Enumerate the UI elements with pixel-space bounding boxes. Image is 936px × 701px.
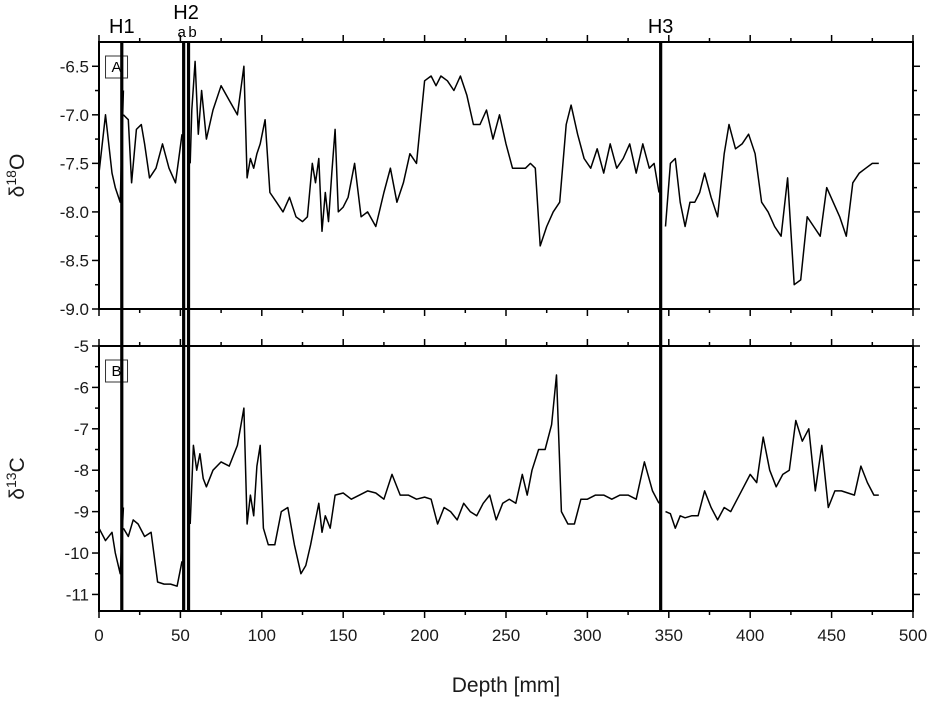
y-axis-label-a: δ18O [3,154,29,198]
x-tick-label: 100 [248,626,276,645]
y-tick-label-a: -6.5 [60,57,89,76]
x-axis-label: Depth [mm] [452,674,561,697]
series-line-b-seg0 [98,507,125,575]
hiatus-label-h2: H2 [173,2,199,24]
y-tick-label-a: -7.0 [60,106,89,125]
series-line-b-seg2 [189,374,660,575]
panel-label-b: B [112,363,122,380]
hiatus-label-h1: H1 [109,16,135,38]
y-tick-label-b: -8 [74,461,89,480]
y-tick-label-b: -11 [66,585,89,604]
x-tick-label: 200 [410,626,438,645]
y-tick-label-a: -8.5 [60,251,89,270]
series-line-b-seg1 [122,519,183,587]
plot-frame-b [98,345,914,612]
series-line-a-seg3 [664,123,879,286]
y-tick-label-a: -7.5 [60,154,89,173]
y-tick-label-b: -9 [74,503,89,522]
y-tick-label-b: -5 [74,337,89,356]
hiatus-sublabel-a: a [177,24,186,41]
hiatus-sublabel-b: b [188,24,196,41]
series-line-a-seg2 [189,60,660,247]
hiatus-label-h3: H3 [648,16,674,38]
y-tick-label-a: -8.0 [60,203,89,222]
panel-b: -5 -6 -7 -8 -9 -10 -11 δ13C B [3,337,920,618]
x-tick-label: 150 [329,626,357,645]
series-line-a-seg0 [98,90,125,203]
hiatus-markers: H1 H2a b H3 [109,2,673,611]
y-tick-label-b: -10 [64,544,89,563]
series-line-b-seg3 [665,419,879,529]
x-tick-label: 0 [94,626,103,645]
x-tick-label: 450 [817,626,845,645]
panel-a: -6.5 -7.0 -7.5 -8.0 -8.5 -9.0 δ18O A [3,35,920,319]
x-tick-label: 250 [492,626,520,645]
x-tick-label: 350 [655,626,683,645]
x-tick-label: 400 [736,626,764,645]
y-tick-label-a: -9.0 [60,300,89,319]
panel-label-a: A [112,59,122,76]
x-tick-label: 50 [171,626,190,645]
x-tick-label: 500 [899,626,927,645]
x-axis: 0 50 100 150 200 250 300 350 400 450 500 Depth [mm] [94,626,927,697]
y-axis-label-b: δ13C [3,457,29,499]
y-tick-label-b: -7 [74,420,89,439]
y-tick-label-b: -6 [74,378,89,397]
series-line-a-seg1 [122,114,183,184]
plot-frame-a [98,41,914,310]
x-tick-label: 300 [573,626,601,645]
